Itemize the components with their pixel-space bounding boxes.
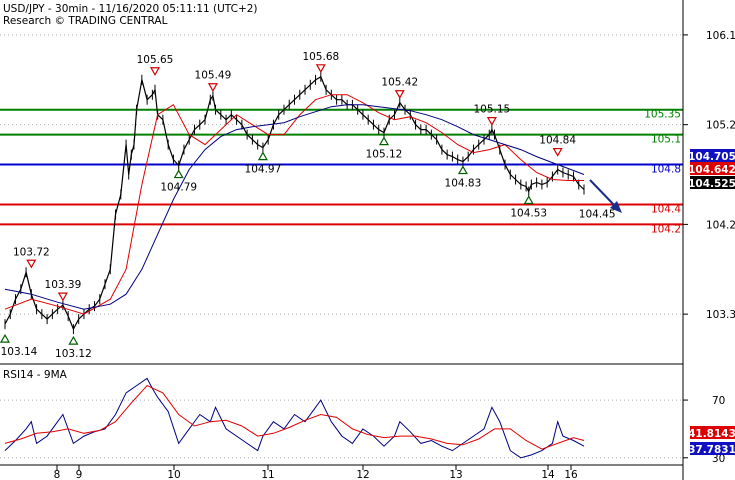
x-tick-label: 9 — [76, 469, 83, 480]
high-label: 105.15 — [474, 104, 511, 116]
forecast-arrow — [589, 179, 622, 213]
series-ma_fast — [4, 94, 584, 315]
low-marker — [378, 136, 390, 146]
rsi-series-group — [4, 377, 585, 459]
high-label: 105.65 — [137, 54, 174, 66]
level-label: 104.4 — [651, 203, 681, 215]
high-marker — [57, 292, 68, 302]
horizontal-levels — [0, 108, 683, 226]
level-label: 105.35 — [644, 109, 681, 121]
low-label: 103.12 — [55, 348, 92, 360]
rsi-axis: 70 30 — [683, 395, 725, 465]
chart-title: USD/JPY - 30min - 11/16/2020 05:11:11 (U… — [3, 3, 258, 15]
y-tick-label: 105.2 — [706, 120, 735, 132]
high-marker — [207, 83, 218, 92]
x-tick-label: 14 — [541, 469, 555, 480]
price-badge-label: 104.705 — [688, 151, 735, 163]
target-label: 104.45 — [579, 208, 616, 220]
rsi-badge-label: 41.8143 — [688, 428, 735, 440]
high-marker — [394, 90, 405, 99]
price-badge-label: 104.642 — [688, 164, 735, 176]
x-tick-label: 13 — [449, 469, 462, 480]
low-marker — [68, 335, 79, 345]
price-axis: 106.1 105.2 104.2 103.3 — [683, 30, 735, 321]
rsi-badge-bg — [690, 442, 735, 455]
high-label: 105.68 — [302, 51, 339, 63]
annotations-group: 103.72 103.14 103.39 103.12 105.65 104.79 105.… — [0, 51, 616, 360]
y-tick-label: 104.2 — [706, 219, 735, 231]
price-series-group — [4, 71, 585, 335]
high-label: 104.84 — [539, 135, 576, 147]
price-badge-bg — [690, 176, 735, 189]
rsi-y-tick-label: 70 — [712, 395, 725, 407]
rsi-badge-bg — [690, 426, 735, 439]
rsi-badges: 41.8143 37.7831 — [688, 426, 735, 456]
high-marker — [486, 117, 497, 126]
low-marker — [257, 151, 268, 161]
y-tick-label: 103.3 — [706, 309, 735, 321]
x-tick-label: 10 — [167, 469, 180, 480]
x-tick-label: 11 — [261, 469, 274, 480]
low-label: 104.79 — [160, 182, 197, 194]
series-ma_slow — [4, 104, 585, 310]
low-marker — [173, 169, 184, 179]
x-tick-label: 8 — [54, 469, 61, 480]
y-tick-label: 106.1 — [706, 30, 735, 42]
high-marker — [552, 147, 563, 157]
high-marker — [149, 67, 161, 76]
high-marker — [315, 64, 326, 73]
price-badge-bg — [690, 149, 735, 162]
low-marker — [523, 195, 534, 205]
time-axis: 8 9 10 11 12 13 14 16 — [54, 465, 578, 480]
low-label: 103.14 — [1, 346, 38, 358]
low-label: 104.53 — [510, 207, 547, 219]
x-tick-label: 16 — [564, 469, 578, 480]
low-marker — [457, 165, 468, 175]
high-label: 105.49 — [195, 70, 232, 82]
high-label: 103.72 — [13, 246, 50, 258]
chart-subtitle: Research © TRADING CENTRAL — [3, 15, 168, 27]
price-badge-label: 104.525 — [688, 178, 735, 190]
rsi-series-rsi_ma — [4, 384, 585, 450]
price-badge-bg — [690, 162, 735, 175]
rsi-label: RSI14 - 9MA — [3, 369, 68, 381]
rsi-badge-label: 37.7831 — [688, 444, 735, 456]
level-label: 104.2 — [651, 223, 681, 235]
low-marker — [0, 333, 11, 343]
rsi-y-tick-label: 30 — [712, 453, 725, 465]
high-label: 103.39 — [45, 279, 82, 291]
x-tick-label: 12 — [356, 469, 369, 480]
low-label: 104.97 — [245, 164, 282, 176]
high-label: 105.42 — [381, 77, 418, 89]
level-labels: 105.35 105.1 104.8 104.4 104.2 — [644, 109, 681, 236]
level-label: 104.8 — [651, 164, 681, 176]
low-label: 105.12 — [366, 149, 403, 161]
low-label: 104.83 — [445, 178, 482, 190]
level-label: 105.1 — [651, 134, 681, 146]
high-marker — [26, 259, 37, 269]
